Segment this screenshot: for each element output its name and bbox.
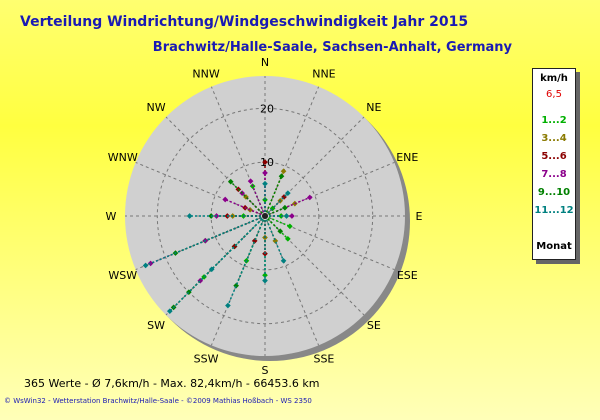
direction-spoke [264,215,395,271]
data-point [247,178,254,185]
direction-spoke [135,161,266,217]
data-point [287,223,293,230]
data-ray [264,215,281,232]
direction-label: SSE [313,352,334,365]
data-ray [227,215,266,306]
legend-item: 7...8 [541,169,567,180]
data-point [280,168,287,175]
direction-spoke [210,215,266,346]
data-point [147,260,154,267]
data-point [262,277,268,284]
data-point [222,196,229,203]
data-point [285,190,291,196]
data-ray [145,215,266,267]
data-ray [224,198,266,217]
direction-label: W [106,210,117,223]
direction-label: N [261,56,269,69]
data-point [285,236,291,242]
data-point [186,213,193,219]
direction-spoke [264,161,395,217]
legend: km/h 6,5 1...2 3...4 5...6 7...8 9...10 11...… [532,68,576,260]
rose-center [262,213,268,219]
data-point [225,302,231,309]
data-ray [264,215,291,227]
data-ray [169,215,266,312]
legend-top-value: 6,5 [546,89,562,100]
data-point [277,228,284,235]
direction-label: ESE [397,269,418,282]
legend-item: 9...10 [537,187,571,198]
direction-spoke [264,86,320,217]
data-point [262,159,268,165]
direction-spoke [264,215,320,346]
direction-label: SE [367,319,381,332]
data-point [227,178,234,185]
direction-label: SSW [194,352,219,365]
legend-item: 11...12 [534,205,574,216]
data-point [233,282,239,289]
data-point [272,238,279,244]
data-ray [264,192,289,217]
direction-spoke [165,116,266,217]
data-ray [230,181,266,217]
credits-line: © WsWin32 - Wetterstation Brachwitz/Hall… [0,397,600,405]
data-point [283,213,290,219]
data-point [289,213,295,219]
data-point [262,180,268,187]
stats-line: 365 Werte - Ø 7,6km/h - Max. 82,4km/h - … [24,377,320,390]
legend-unit: km/h [540,73,568,84]
data-point [278,173,285,180]
data-point [262,272,268,279]
data-ray [264,207,286,217]
direction-spoke [210,86,266,217]
direction-label: WSW [108,269,137,282]
radial-tick-label: 20 [260,102,274,115]
data-ray [264,175,283,217]
direction-label: NNW [192,68,219,81]
data-ray [264,215,285,262]
data-point [251,238,258,244]
direction-label: WNW [108,151,138,164]
credits-text: © WsWin32 - Wetterstation Brachwitz/Hall… [4,397,312,405]
direction-spoke [264,116,365,217]
data-point [262,170,268,176]
direction-label: SW [147,319,165,332]
data-point [280,257,287,264]
legend-item: 3...4 [541,133,567,144]
data-point [208,266,215,273]
data-point [306,194,313,201]
direction-label: ENE [396,151,418,164]
data-point [166,308,173,315]
direction-label: NW [147,101,166,114]
radial-gridline [156,107,374,325]
legend-item: 5...6 [541,151,567,162]
direction-label: E [416,210,423,223]
legend-item: 1...2 [541,115,567,126]
direction-label: S [262,364,269,377]
chart-subtitle: Brachwitz/Halle-Saale, Sachsen-Anhalt, G… [152,40,512,55]
direction-label: NE [366,101,381,114]
direction-label: NNE [312,68,335,81]
data-ray [211,215,266,270]
data-point [142,262,149,269]
legend-footer: Monat [536,241,572,252]
chart-title: Verteilung Windrichtung/Windgeschwindigk… [20,14,469,30]
data-point [282,204,288,211]
direction-spoke [264,215,365,316]
